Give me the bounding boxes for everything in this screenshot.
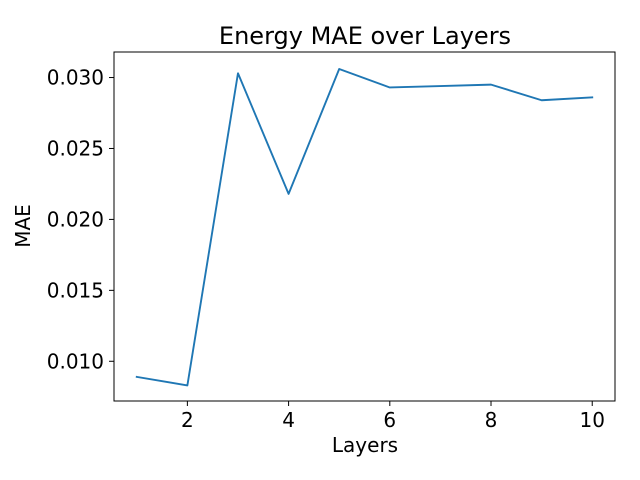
- y-tick-label: 0.020: [47, 207, 104, 231]
- x-tick-label: 10: [580, 408, 605, 432]
- y-tick-label: 0.030: [47, 66, 104, 90]
- x-tick-label: 8: [485, 408, 498, 432]
- y-tick-label: 0.015: [47, 278, 104, 302]
- y-axis-label: MAE: [11, 204, 35, 248]
- chart-title: Energy MAE over Layers: [219, 22, 511, 50]
- axes-frame: [113, 51, 616, 402]
- y-tick-label: 0.010: [47, 349, 104, 373]
- plot-area: 2 4 6 8 10 0.010 0.015 0.020 0.025 0.030: [47, 51, 616, 432]
- y-tick-label: 0.025: [47, 136, 104, 160]
- series-line-0: [135, 68, 594, 387]
- x-tick-label: 4: [282, 408, 295, 432]
- x-tick-label: 2: [181, 408, 194, 432]
- x-axis-label: Layers: [332, 433, 398, 457]
- x-tick-label: 6: [383, 408, 396, 432]
